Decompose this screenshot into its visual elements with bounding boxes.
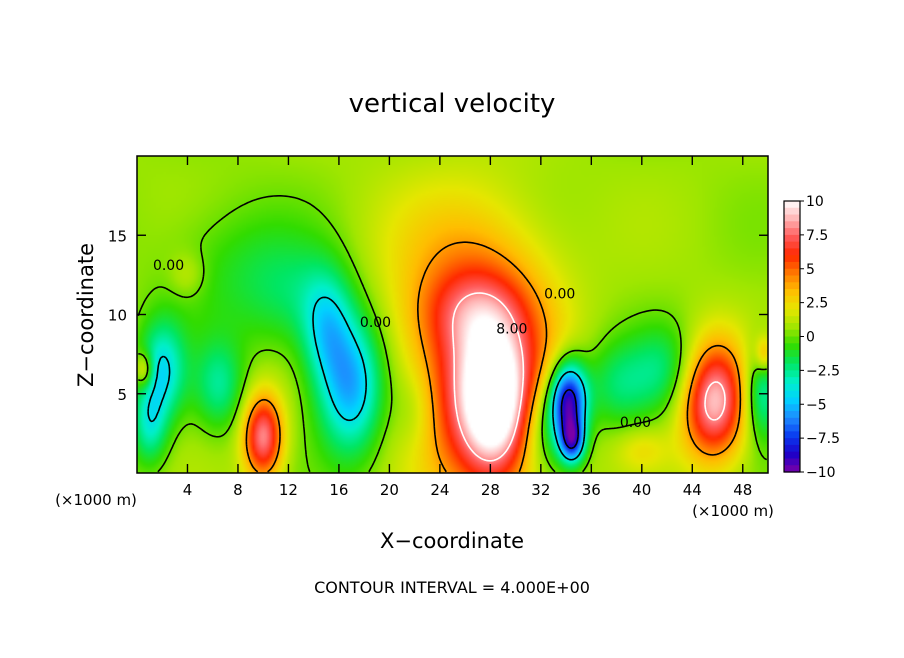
colorbar-segment xyxy=(784,261,800,270)
colorbar-segment xyxy=(784,350,800,358)
x-tick-label: 36 xyxy=(582,481,601,499)
contour-labels: 0.00 0.00 0.00 0.00 8.00 xyxy=(153,258,651,431)
colorbar-segment xyxy=(784,241,800,250)
colorbar-tick-label: −7.5 xyxy=(806,431,840,447)
x-unit-right: (×1000 m) xyxy=(692,502,774,520)
colorbar-segment xyxy=(784,411,800,419)
colorbar-tick-label: −5 xyxy=(806,397,827,413)
x-tick-label: 28 xyxy=(481,481,500,499)
y-tick-label: 15 xyxy=(108,227,127,245)
x-tick-label: 12 xyxy=(279,481,298,499)
colorbar-segment xyxy=(784,438,800,446)
colorbar-tick-label: 2.5 xyxy=(806,296,828,312)
contour-label: 0.00 xyxy=(153,258,184,274)
contour-interval-note: CONTOUR INTERVAL = 4.000E+00 xyxy=(314,578,590,597)
x-axis-label: X−coordinate xyxy=(380,529,524,553)
colorbar-tick-label: 5 xyxy=(806,262,815,278)
colorbar-segment xyxy=(784,255,800,263)
x-tick-label: 44 xyxy=(683,481,702,499)
colorbar-segment xyxy=(784,431,800,439)
colorbar-tick-label: −2.5 xyxy=(806,363,840,379)
x-unit-left: (×1000 m) xyxy=(55,491,137,509)
contour-label: 0.00 xyxy=(620,415,651,431)
x-tick-label: 20 xyxy=(380,481,399,499)
colorbar-segment xyxy=(784,370,800,378)
colorbar-segment xyxy=(784,302,800,310)
colorbar-tick-label: 7.5 xyxy=(806,228,828,244)
colorbar-segment xyxy=(784,289,800,297)
x-tick-label: 24 xyxy=(430,481,449,499)
x-tick-label: 4 xyxy=(183,481,193,499)
colorbar-segment xyxy=(784,214,800,222)
colorbar-segment xyxy=(784,417,800,426)
colorbar-segment xyxy=(784,322,800,331)
y-axis-label: Z−coordinate xyxy=(74,243,98,387)
velocity-field xyxy=(137,156,768,473)
contour-level xyxy=(137,195,768,473)
chart-title: vertical velocity xyxy=(349,89,556,119)
colorbar-segment xyxy=(784,248,800,256)
colorbar-segment xyxy=(784,363,800,371)
colorbar-segment xyxy=(784,207,800,216)
colorbar-segment xyxy=(784,316,800,324)
colorbar-segment xyxy=(784,343,800,351)
colorbar-segment xyxy=(784,377,800,385)
contour-level xyxy=(451,292,726,462)
colorbar-segment xyxy=(784,329,800,338)
contour-level xyxy=(147,296,587,461)
colorbar-segment xyxy=(784,228,800,236)
x-tick-label: 8 xyxy=(233,481,243,499)
colorbar-segment xyxy=(784,221,800,229)
colorbar-tick-label: 0 xyxy=(806,330,815,346)
colorbar-segment xyxy=(784,336,800,344)
colorbar-segment xyxy=(784,404,800,412)
plot-area: 0.000.000.000.008.00 4 8 12 16 20 24 28 32 36 40 4… xyxy=(108,155,769,499)
colorbar-segment xyxy=(784,268,800,277)
contour-level xyxy=(245,241,742,473)
colorbar-segment xyxy=(784,451,800,460)
colorbar-segment xyxy=(784,309,800,317)
colorbar-tick-label: 10 xyxy=(806,194,824,210)
x-tick-label: 40 xyxy=(632,481,651,499)
contour-level xyxy=(560,388,579,450)
contour-label: 0.00 xyxy=(360,315,391,331)
y-tick-label: 5 xyxy=(117,386,127,404)
colorbar-segment xyxy=(784,275,800,283)
y-tick-label: 10 xyxy=(108,307,127,325)
y-axis-ticks: 5 10 15 xyxy=(108,227,768,404)
contour-lines xyxy=(137,195,768,473)
x-tick-label: 32 xyxy=(531,481,550,499)
colorbar-segment xyxy=(784,201,800,209)
colorbar-segment xyxy=(784,465,800,473)
colorbar-segment xyxy=(784,295,800,304)
contour-label: 8.00 xyxy=(496,322,527,338)
colorbar-segment xyxy=(784,390,800,399)
colorbar-segment xyxy=(784,282,800,290)
x-axis-ticks: 4 8 12 16 20 24 28 32 36 40 44 48 xyxy=(183,156,752,499)
x-tick-label: 48 xyxy=(733,481,752,499)
colorbar-segment xyxy=(784,458,800,466)
colorbar-segment xyxy=(784,383,800,392)
colorbar-segment xyxy=(784,444,800,453)
x-tick-label: 16 xyxy=(329,481,348,499)
colorbar-segment xyxy=(784,397,800,405)
colorbar-segment xyxy=(784,234,800,243)
colorbar-tick-label: −10 xyxy=(806,465,836,481)
colorbar-segment xyxy=(784,356,800,365)
colorbar-segment xyxy=(784,424,800,432)
contour-label: 0.00 xyxy=(544,287,575,303)
colorbar: 10 7.5 5 2.5 0 −2.5 −5 −7.5 −10 xyxy=(783,194,840,481)
